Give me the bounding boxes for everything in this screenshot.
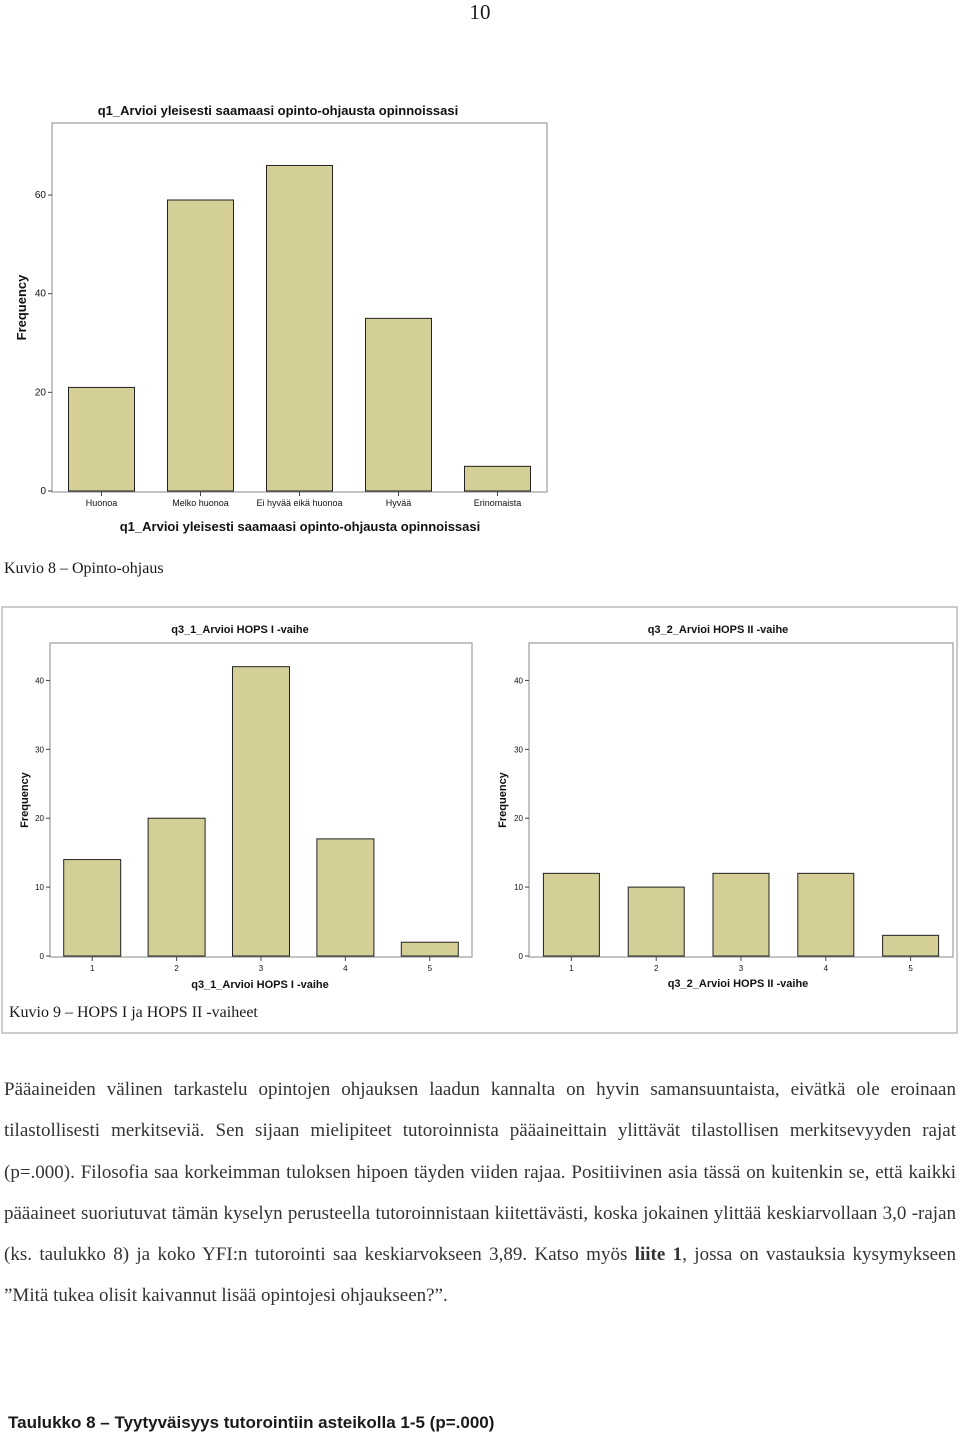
y-tick-label: 20	[35, 387, 47, 398]
y-tick-label: 0	[519, 952, 524, 961]
chart-opinto-ohjaus: q1_Arvioi yleisesti saamaasi opinto-ohja…	[14, 103, 548, 534]
figure-8-caption: Kuvio 8 – Opinto-ohjaus	[4, 560, 164, 577]
table-8-caption: Taulukko 8 – Tyytyväisyys tutorointiin a…	[8, 1413, 495, 1432]
bar	[232, 666, 290, 957]
y-tick-label: 60	[35, 190, 47, 201]
x-tick-label: 5	[908, 964, 913, 973]
y-tick-label: 20	[35, 814, 44, 823]
bar	[266, 164, 333, 492]
page-number: 10	[469, 0, 491, 24]
y-tick-label: 0	[40, 486, 46, 497]
bar	[627, 886, 685, 957]
bar	[400, 941, 459, 957]
figure-9-caption: Kuvio 9 – HOPS I ja HOPS II -vaiheet	[9, 1004, 258, 1021]
y-tick-label: 20	[514, 814, 523, 823]
y-tick-label: 30	[35, 745, 44, 754]
y-axis-label: Frequency	[19, 771, 31, 828]
x-tick-label: 1	[569, 964, 574, 973]
y-axis-label: Frequency	[497, 771, 509, 828]
x-tick-label: Erinomaista	[474, 498, 522, 508]
x-tick-label: 5	[428, 964, 433, 973]
x-tick-label: Melko huonoa	[172, 498, 229, 508]
x-tick-label: 1	[90, 964, 95, 973]
appendix-reference: liite 1	[634, 1244, 683, 1266]
y-tick-label: 10	[35, 883, 44, 892]
x-axis-label: q3_2_Arvioi HOPS II -vaihe	[668, 978, 809, 990]
chart-hops-2: q3_2_Arvioi HOPS II -vaihe q3_2_Arvioi HO…	[497, 624, 954, 990]
x-tick-label: 3	[259, 964, 264, 973]
y-axis-label: Frequency	[14, 274, 29, 341]
chart-title: q3_1_Arvioi HOPS I -vaihe	[171, 624, 309, 636]
bar	[464, 465, 531, 492]
body-paragraph: Pääaineiden välinen tarkastelu opintojen…	[4, 1069, 956, 1317]
bar	[63, 859, 122, 957]
x-tick-label: Ei hyvää eikä huonoa	[256, 498, 342, 508]
chart-title: q3_2_Arvioi HOPS II -vaihe	[648, 624, 789, 636]
y-tick-label: 30	[514, 745, 523, 754]
bar	[316, 838, 375, 957]
y-tick-label: 40	[35, 289, 47, 300]
y-tick-label: 40	[514, 676, 523, 685]
y-tick-label: 10	[514, 883, 523, 892]
body-text-part-1: Pääaineiden välinen tarkastelu opintojen…	[4, 1079, 956, 1266]
bar	[542, 872, 600, 957]
bar	[797, 872, 855, 957]
x-tick-label: 2	[174, 964, 179, 973]
bar	[712, 872, 770, 957]
x-axis-label: q1_Arvioi yleisesti saamaasi opinto-ohja…	[120, 519, 481, 534]
chart-hops-1: q3_1_Arvioi HOPS I -vaihe q3_1_Arvioi HOP…	[19, 624, 473, 991]
x-tick-label: 4	[824, 964, 829, 973]
bar	[68, 386, 135, 492]
x-tick-label: Huonoa	[86, 498, 118, 508]
x-tick-label: Hyvää	[386, 498, 412, 508]
body-text-part-2: , jossa on vastauksia kysymykseen ”Mitä …	[4, 1244, 956, 1307]
bar	[365, 317, 432, 492]
x-tick-label: 2	[654, 964, 659, 973]
x-tick-label: 4	[343, 964, 348, 973]
bar	[167, 199, 234, 492]
y-tick-label: 40	[35, 676, 44, 685]
chart-title: q1_Arvioi yleisesti saamaasi opinto-ohja…	[98, 103, 459, 118]
bar	[147, 817, 206, 957]
y-tick-label: 0	[40, 952, 45, 961]
x-tick-label: 3	[739, 964, 744, 973]
bar	[882, 934, 940, 957]
x-axis-label: q3_1_Arvioi HOPS I -vaihe	[191, 979, 329, 991]
